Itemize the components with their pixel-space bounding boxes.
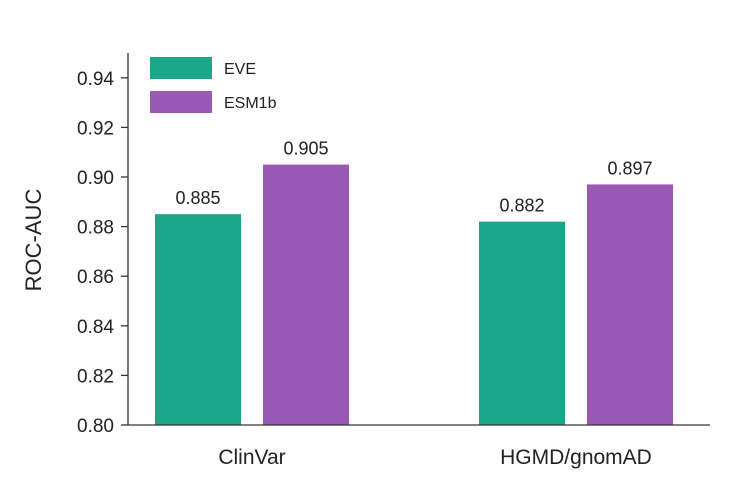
- legend-swatch: [150, 91, 212, 113]
- x-axis: ClinVar HGMD/gnomAD: [128, 424, 710, 469]
- data-labels: 0.885 0.905 0.882 0.897: [175, 139, 652, 216]
- bars: [155, 164, 673, 425]
- legend: EVE ESM1b: [150, 57, 277, 113]
- bar-esm1b-hgmd-gnomad: [587, 184, 673, 425]
- y-axis: 0.80 0.82 0.84 0.86 0.88 0.90 0.92 0.94: [77, 53, 129, 437]
- data-label: 0.905: [283, 139, 328, 159]
- y-tick-label: 0.86: [77, 267, 114, 288]
- legend-swatch: [150, 57, 212, 79]
- y-tick-label: 0.80: [77, 416, 114, 437]
- y-tick-label: 0.88: [77, 218, 114, 239]
- y-axis-title: ROC-AUC: [21, 189, 46, 292]
- data-label: 0.897: [607, 158, 652, 178]
- y-tick-label: 0.84: [77, 317, 114, 338]
- y-tick-label: 0.82: [77, 366, 114, 387]
- data-label: 0.882: [499, 196, 544, 216]
- x-category-label: HGMD/gnomAD: [500, 446, 652, 469]
- bar-eve-hgmd-gnomad: [479, 221, 565, 425]
- legend-label: ESM1b: [224, 95, 277, 112]
- x-category-label: ClinVar: [218, 446, 285, 469]
- y-tick-label: 0.92: [77, 118, 114, 139]
- y-tick-label: 0.90: [77, 168, 114, 189]
- y-tick-label: 0.94: [77, 69, 114, 90]
- data-label: 0.885: [175, 188, 220, 208]
- legend-label: EVE: [224, 61, 256, 78]
- bar-esm1b-clinvar: [263, 164, 349, 425]
- bar-eve-clinvar: [155, 214, 241, 425]
